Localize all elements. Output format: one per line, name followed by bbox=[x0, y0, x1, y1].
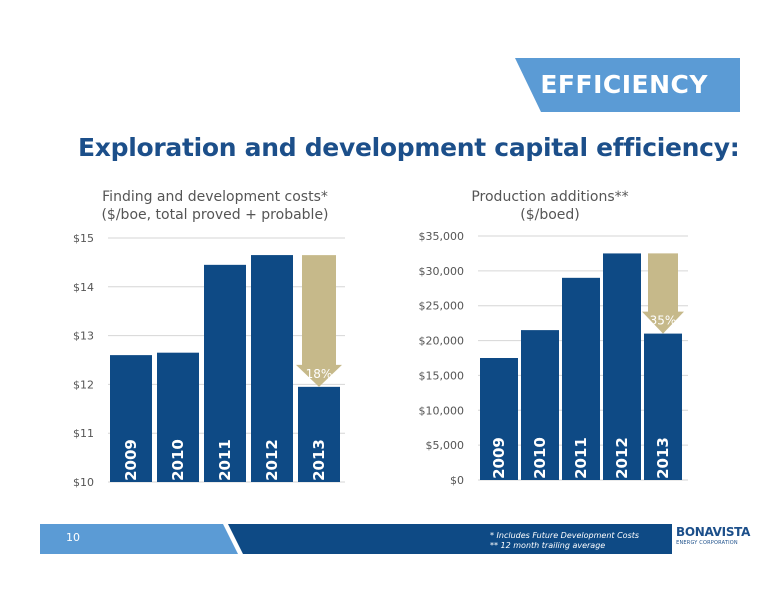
page-number: 10 bbox=[66, 531, 80, 544]
pa-bar-2012 bbox=[603, 253, 641, 480]
pa-reduction-arrow bbox=[642, 253, 684, 334]
pa-ytick-label: $0 bbox=[450, 474, 464, 487]
fd-ytick-label: $15 bbox=[73, 232, 94, 245]
footer-shape bbox=[40, 524, 672, 554]
footer-bar bbox=[0, 524, 776, 554]
fd-ytick-label: $13 bbox=[73, 330, 94, 343]
fd-category-label-2011: 2011 bbox=[216, 439, 234, 481]
pa-category-label-2012: 2012 bbox=[613, 437, 631, 479]
fd-reduction-arrow bbox=[296, 255, 342, 387]
pa-bar-2009 bbox=[480, 358, 518, 480]
pa-ytick-label: $20,000 bbox=[419, 335, 465, 348]
fd-category-label-2009: 2009 bbox=[122, 439, 140, 481]
fd-bar-2009 bbox=[110, 355, 152, 482]
fd-ytick-label: $11 bbox=[73, 427, 94, 440]
fd-ytick-label: $14 bbox=[73, 281, 94, 294]
pa-bar-2013 bbox=[644, 333, 682, 480]
chart1-title-line2: ($/boe, total proved + probable) bbox=[101, 207, 329, 223]
pa-ytick-label: $35,000 bbox=[419, 230, 465, 243]
pa-category-label-2011: 2011 bbox=[572, 437, 590, 479]
chart1-title-line1: Finding and development costs* bbox=[102, 189, 328, 205]
pa-ytick-label: $30,000 bbox=[419, 265, 465, 278]
chart2-title-line1: Production additions** bbox=[471, 189, 629, 205]
fd-bar-2011 bbox=[204, 264, 246, 482]
fd-category-label-2013: 2013 bbox=[310, 439, 328, 481]
banner-label: EFFICIENCY bbox=[540, 70, 708, 99]
pa-ytick-label: $5,000 bbox=[426, 439, 465, 452]
chart2-title-line2: ($/boed) bbox=[520, 207, 580, 223]
chart1-title: Finding and development costs* ($/boe, t… bbox=[90, 188, 340, 224]
footnote-fdc: * Includes Future Development Costs bbox=[490, 531, 640, 540]
pa-bar-2010 bbox=[521, 330, 559, 480]
section-banner: EFFICIENCY bbox=[515, 58, 740, 112]
fd-category-label-2012: 2012 bbox=[263, 439, 281, 481]
footnote-trailing: ** 12 month trailing average bbox=[490, 541, 606, 550]
pa-category-label-2009: 2009 bbox=[490, 437, 508, 479]
fd-category-label-2010: 2010 bbox=[169, 439, 187, 481]
fd-reduction-label: 18% bbox=[306, 367, 333, 381]
fd-bar-2010 bbox=[157, 352, 199, 482]
pa-ytick-label: $25,000 bbox=[419, 300, 465, 313]
fd-ytick-label: $12 bbox=[73, 378, 94, 391]
pa-category-label-2013: 2013 bbox=[654, 437, 672, 479]
pa-bar-2011 bbox=[562, 277, 600, 480]
pa-category-label-2010: 2010 bbox=[531, 437, 549, 479]
logo-sub: ENERGY CORPORATION bbox=[676, 540, 738, 546]
fd-ytick-label: $10 bbox=[73, 476, 94, 489]
pa-ytick-label: $10,000 bbox=[419, 404, 465, 417]
fd-bar-2012 bbox=[251, 255, 293, 482]
fd-bar-2013 bbox=[298, 386, 340, 482]
banner-shape bbox=[515, 58, 740, 112]
pa-reduction-label: 35% bbox=[650, 314, 677, 328]
pa-ytick-label: $15,000 bbox=[419, 369, 465, 382]
company-logo: BONAVISTA ENERGY CORPORATION bbox=[676, 525, 751, 546]
chart2-title: Production additions** ($/boed) bbox=[440, 188, 660, 224]
logo-main: BONAVISTA bbox=[676, 525, 751, 539]
page-title: Exploration and development capital effi… bbox=[78, 133, 740, 162]
footnotes: * Includes Future Development Costs ** 1… bbox=[490, 531, 639, 551]
